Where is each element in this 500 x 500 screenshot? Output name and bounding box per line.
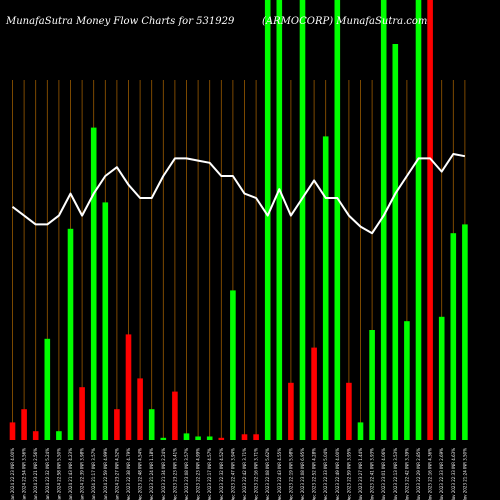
x-tick-label: Wed 03 Jan 2024 21:17 INR 3.57% — [91, 448, 96, 500]
x-tick-label: Thu 14 Dec 2023 22:42 INR 3.71% — [242, 448, 247, 500]
money-flow-bar — [253, 434, 259, 440]
x-tick-label: Mon 18 Dec 2023 22:32 INR 4.52% — [219, 448, 224, 500]
x-tick-label: Fri 29 Dec 2023 22:38 INR 4.79% — [126, 448, 131, 500]
money-flow-bar — [79, 387, 85, 440]
x-tick-label: Wed 13 Dec 2023 22:16 INR 3.71% — [254, 448, 259, 500]
money-flow-bar — [218, 437, 225, 440]
bar-series — [9, 0, 468, 440]
x-tick-label: Wed 10 Jan 2024 23:21 INR 2.56% — [33, 448, 38, 500]
money-flow-bar — [56, 431, 62, 440]
money-flow-bar — [9, 422, 16, 440]
money-flow-bar — [276, 0, 283, 440]
x-tick-label: Thu 28 Dec 2023 22:48 INR 4.54% — [138, 448, 143, 500]
x-tick-label: Fri 12 Jan 2024 22:23 INR 4.00% — [10, 448, 15, 500]
money-flow-bar — [462, 224, 468, 440]
money-flow-bar — [137, 378, 143, 440]
money-flow-bar — [369, 330, 375, 440]
x-tick-label: Tue 02 Jan 2024 22:59 INR 4.99% — [103, 448, 108, 500]
x-tick-label: Tue 21 Nov 2023 22:33 INR 2.69% — [439, 448, 444, 500]
x-tick-label: Thu 04 Jan 2024 22:39 INR 3.98% — [80, 448, 85, 500]
x-tick-label: Thu 30 Nov 2023 23:27 INR 1.44% — [358, 448, 363, 500]
x-tick-label: Thu 21 Dec 2023 23:08 INR 3.57% — [184, 448, 189, 500]
money-flow-bar — [90, 127, 97, 440]
x-tick-label: Thu 23 Nov 2023 22:29 INR 2.85% — [416, 448, 421, 500]
money-flow-bar — [148, 409, 155, 440]
chart-title: MunafaSutra Money Flow Charts for 531929 — [5, 16, 235, 27]
x-tick-label: Mon 04 Dec 2023 22:49 INR 4.00% — [335, 448, 340, 500]
x-tick-label: Wed 22 Nov 2023 22:16 INR 4.36% — [428, 448, 433, 500]
x-tick-label: Mon 08 Jan 2024 22:58 INR 5.50% — [56, 448, 61, 500]
money-flow-bar — [299, 0, 306, 440]
money-flow-bar — [32, 431, 39, 440]
x-tick-label: Fri 22 Dec 2023 23:23 INR 3.41% — [172, 448, 177, 500]
money-flow-bar — [172, 391, 178, 440]
money-flow-bar — [125, 334, 132, 440]
x-tick-label: Wed 20 Dec 2023 22:23 INR 4.99% — [196, 448, 201, 500]
money-flow-line — [11, 153, 466, 235]
x-tick-labels: Fri 12 Jan 2024 22:23 INR 4.00% Thu 11 Ja… — [10, 448, 467, 500]
money-flow-bar — [21, 409, 27, 440]
money-flow-bar — [357, 422, 364, 440]
money-flow-bar — [102, 202, 109, 440]
x-tick-label: Wed 27 Dec 2023 21:24 INR 1.18% — [149, 448, 154, 500]
x-tick-label: Mon 01 Jan 2024 23:27 INR 4.52% — [114, 448, 119, 500]
money-flow-bar — [438, 316, 445, 440]
money-flow-bar — [195, 436, 201, 440]
money-flow-bar — [334, 0, 341, 440]
x-tick-label: Fri 17 Nov 2023 21:24 INR 3.50% — [462, 448, 467, 500]
money-flow-bar — [311, 347, 317, 440]
money-flow-bar — [288, 382, 294, 440]
x-tick-label: Wed 06 Dec 2023 22:52 INR 4.28% — [312, 448, 317, 500]
money-flow-bar — [380, 0, 387, 440]
x-tick-label: Fri 15 Dec 2023 22:47 INR 3.94% — [230, 448, 235, 500]
x-tick-label: Fri 24 Nov 2023 22:42 INR 3.39% — [404, 448, 409, 500]
x-tick-label: Tue 12 Dec 2023 22:08 INR 5.62% — [265, 448, 270, 500]
x-tick-label: Fri 05 Jan 2024 21:43 INR 4.23% — [68, 448, 73, 500]
money-flow-bar — [230, 290, 236, 440]
money-flow-bar — [206, 436, 213, 440]
money-flow-bar — [427, 0, 433, 440]
money-flow-bar — [183, 433, 190, 440]
money-flow-bar — [44, 338, 51, 440]
x-tick-label: Tue 05 Dec 2023 22:33 INR 5.04% — [323, 448, 328, 500]
x-tick-label: Mon 20 Nov 2023 22:33 INR 4.63% — [451, 448, 456, 500]
money-flow-bar — [392, 44, 399, 440]
money-flow-bar — [114, 409, 120, 440]
money-flow-bar — [322, 136, 329, 440]
x-tick-label: Fri 08 Dec 2023 22:19 INR 5.98% — [288, 448, 293, 500]
money-flow-bar — [415, 0, 422, 440]
money-flow-bar — [241, 434, 248, 440]
money-flow-bar — [450, 233, 457, 440]
line-series — [11, 153, 466, 235]
x-tick-label: Mon 27 Nov 2023 22:13 INR 3.53% — [393, 448, 398, 500]
x-tick-label: Tue 28 Nov 2023 23:01 INR 4.06% — [381, 448, 386, 500]
chart-subtitle: (ARMOCORP) MunafaSutra.com — [262, 16, 427, 27]
x-tick-label: Tue 19 Dec 2023 22:17 INR 4.57% — [207, 448, 212, 500]
money-flow-bar — [160, 437, 167, 440]
x-tick-label: Tue 09 Jan 2024 22:32 INR 5.24% — [45, 448, 50, 500]
x-tick-label: Wed 29 Nov 2023 22:41 INR 3.93% — [370, 448, 375, 500]
money-flow-bar — [264, 0, 271, 440]
money-flow-bar — [404, 321, 410, 440]
x-tick-label: Thu 07 Dec 2023 23:08 INR 6.95% — [300, 448, 305, 500]
x-tick-label: Mon 11 Dec 2023 22:43 INR 4.55% — [277, 448, 282, 500]
x-tick-label: Fri 01 Dec 2023 22:59 INR 3.95% — [346, 448, 351, 500]
x-tick-label: Thu 11 Jan 2024 22:54 INR 3.56% — [22, 448, 27, 500]
x-tick-label: Tue 26 Dec 2023 21:34 INR 2.24% — [161, 448, 166, 500]
money-flow-bar — [67, 228, 74, 440]
money-flow-bar — [346, 382, 352, 440]
